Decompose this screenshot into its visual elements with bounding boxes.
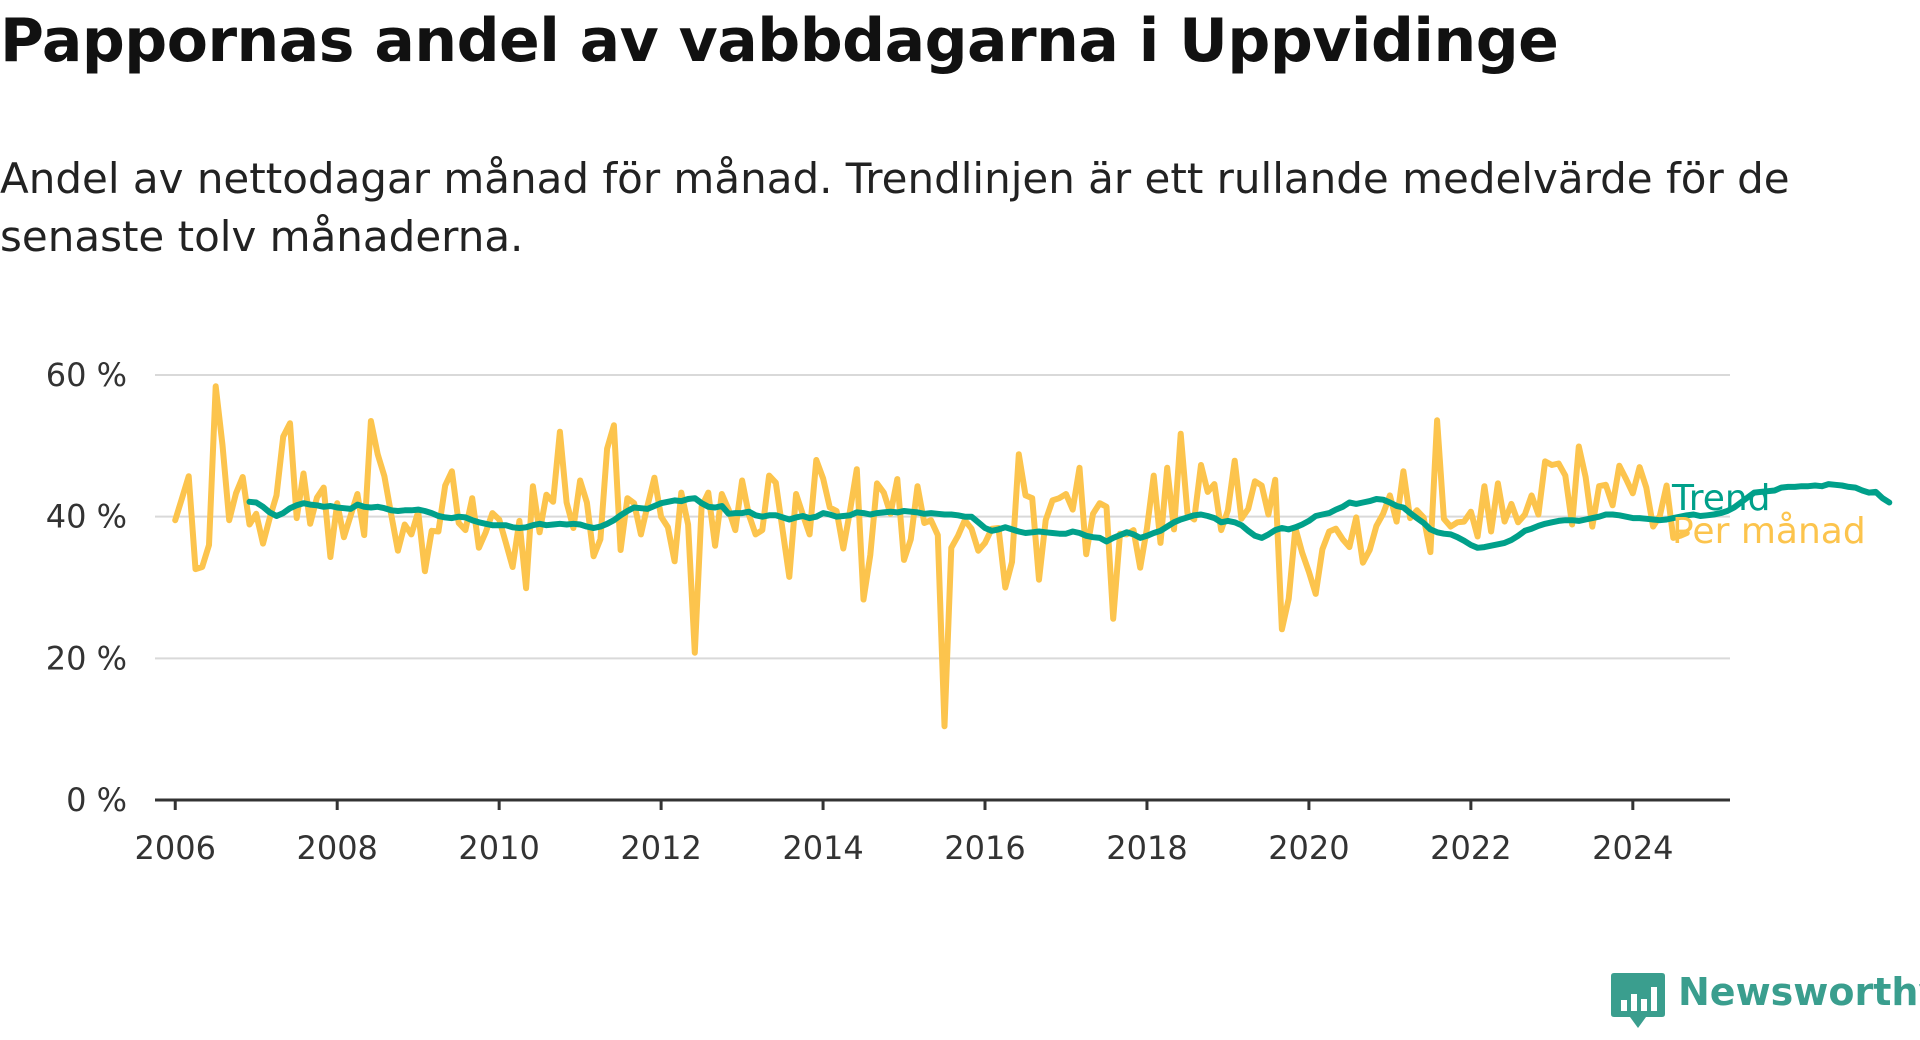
x-tick-label: 2012 [620,829,701,867]
x-tick-label: 2016 [944,829,1025,867]
newsworthy-logo-icon [1611,973,1665,1028]
x-tick-label: 2006 [135,829,216,867]
series-layer [172,383,1893,730]
newsworthy-brand: Newsworthy [1610,970,1920,1040]
x-tick-label: 2020 [1268,829,1349,867]
series-line-per-manad [172,383,1690,730]
legend-label-trend: Trend [1671,478,1771,519]
x-tick-label: 2008 [296,829,377,867]
y-tick-label: 60 % [46,356,127,394]
y-tick-label: 40 % [46,498,127,536]
y-tick-label: 0 % [66,781,127,819]
x-tick-label: 2010 [458,829,539,867]
y-tick-label: 20 % [46,639,127,677]
y-axis-ticks: 0 % 20 % 40 % 60 % [46,356,127,819]
x-tick-label: 2014 [782,829,863,867]
x-tick-label: 2024 [1592,829,1673,867]
series-line-trend [246,481,1893,551]
legend-label-per-manad: Per månad [1672,511,1866,552]
chart-title: Pappornas andel av vabbdagarna i Uppvidi… [0,6,1559,76]
x-tick-label: 2018 [1106,829,1187,867]
x-tick-label: 2022 [1430,829,1511,867]
x-axis-ticks: 2006 2008 2010 2012 2014 2016 2018 2020 2022 2024 [135,800,1674,867]
brand-name: Newsworthy [1678,970,1920,1014]
chart-subtitle: Andel av nettodagar månad för månad. Tre… [0,154,1790,261]
